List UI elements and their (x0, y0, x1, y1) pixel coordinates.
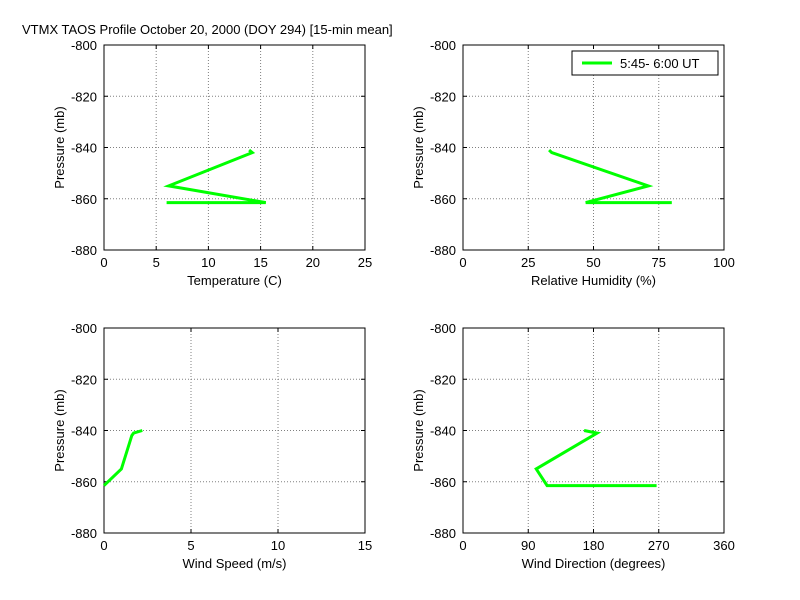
x-axis-label: Relative Humidity (%) (531, 273, 656, 288)
x-tick-label: 180 (583, 538, 605, 553)
x-tick-label: 0 (100, 255, 107, 270)
axes-frame (462, 327, 725, 534)
y-tick-label: -880 (71, 526, 97, 541)
chart-humidity: 0 25 50 75 100 -880 -860 -840 -820 -800 Relative H… (411, 38, 735, 288)
x-tick-label: 90 (521, 538, 535, 553)
series-line (548, 149, 672, 205)
x-tick-label: 75 (652, 255, 666, 270)
x-tick-label: 10 (201, 255, 215, 270)
y-tick-label: -880 (430, 243, 456, 258)
x-tick-label: 5 (153, 255, 160, 270)
x-tick-label: 0 (100, 538, 107, 553)
y-tick-label: -800 (71, 321, 97, 336)
x-tick-label: 15 (358, 538, 372, 553)
x-tick-label: 100 (713, 255, 735, 270)
y-tick-label: -840 (71, 141, 97, 156)
axes-frame (462, 44, 725, 251)
plot-area (104, 45, 365, 250)
x-tick-label: 25 (358, 255, 372, 270)
x-axis-label: Wind Speed (m/s) (182, 556, 286, 571)
chart-temperature: 0 5 10 15 20 25 -880 -860 -840 -820 -800 Temperatur… (52, 38, 372, 288)
x-tick-label: 25 (521, 255, 535, 270)
chart-wind-direction: 0 90 180 270 360 -880 -860 -840 -820 -800 Wind Dir… (411, 321, 735, 571)
y-tick-label: -820 (430, 372, 456, 387)
axes-frame (103, 44, 366, 251)
axes-frame (103, 327, 366, 534)
chart-wind-speed: 0 5 10 15 -880 -860 -840 -820 -800 Wind Speed (m/… (52, 321, 372, 571)
series-line (534, 429, 657, 488)
plot-area (104, 328, 365, 533)
y-tick-label: -860 (430, 475, 456, 490)
y-tick-label: -860 (71, 475, 97, 490)
legend: 5:45- 6:00 UT (571, 50, 719, 76)
figure-title: VTMX TAOS Profile October 20, 2000 (DOY … (22, 22, 393, 37)
y-tick-label: -840 (430, 141, 456, 156)
x-axis-label: Wind Direction (degrees) (522, 556, 666, 571)
x-tick-label: 270 (648, 538, 670, 553)
y-tick-label: -820 (71, 372, 97, 387)
y-tick-label: -800 (430, 38, 456, 53)
y-tick-label: -820 (430, 89, 456, 104)
y-axis-label: Pressure (mb) (411, 389, 426, 471)
x-tick-label: 10 (271, 538, 285, 553)
x-tick-label: 0 (459, 538, 466, 553)
y-tick-label: -880 (430, 526, 456, 541)
x-tick-label: 20 (306, 255, 320, 270)
y-tick-label: -860 (430, 192, 456, 207)
y-axis-label: Pressure (mb) (52, 389, 67, 471)
x-tick-label: 50 (586, 255, 600, 270)
y-tick-label: -800 (430, 321, 456, 336)
series-line (163, 148, 267, 205)
y-tick-label: -800 (71, 38, 97, 53)
y-axis-label: Pressure (mb) (411, 106, 426, 188)
y-tick-label: -880 (71, 243, 97, 258)
series-line (102, 429, 143, 487)
x-tick-label: 15 (253, 255, 267, 270)
y-tick-label: -860 (71, 192, 97, 207)
y-tick-label: -840 (430, 424, 456, 439)
x-tick-label: 0 (459, 255, 466, 270)
x-tick-label: 360 (713, 538, 735, 553)
legend-entry: 5:45- 6:00 UT (620, 56, 700, 71)
x-tick-label: 5 (187, 538, 194, 553)
y-tick-label: -820 (71, 89, 97, 104)
y-axis-label: Pressure (mb) (52, 106, 67, 188)
x-axis-label: Temperature (C) (187, 273, 282, 288)
y-tick-label: -840 (71, 424, 97, 439)
